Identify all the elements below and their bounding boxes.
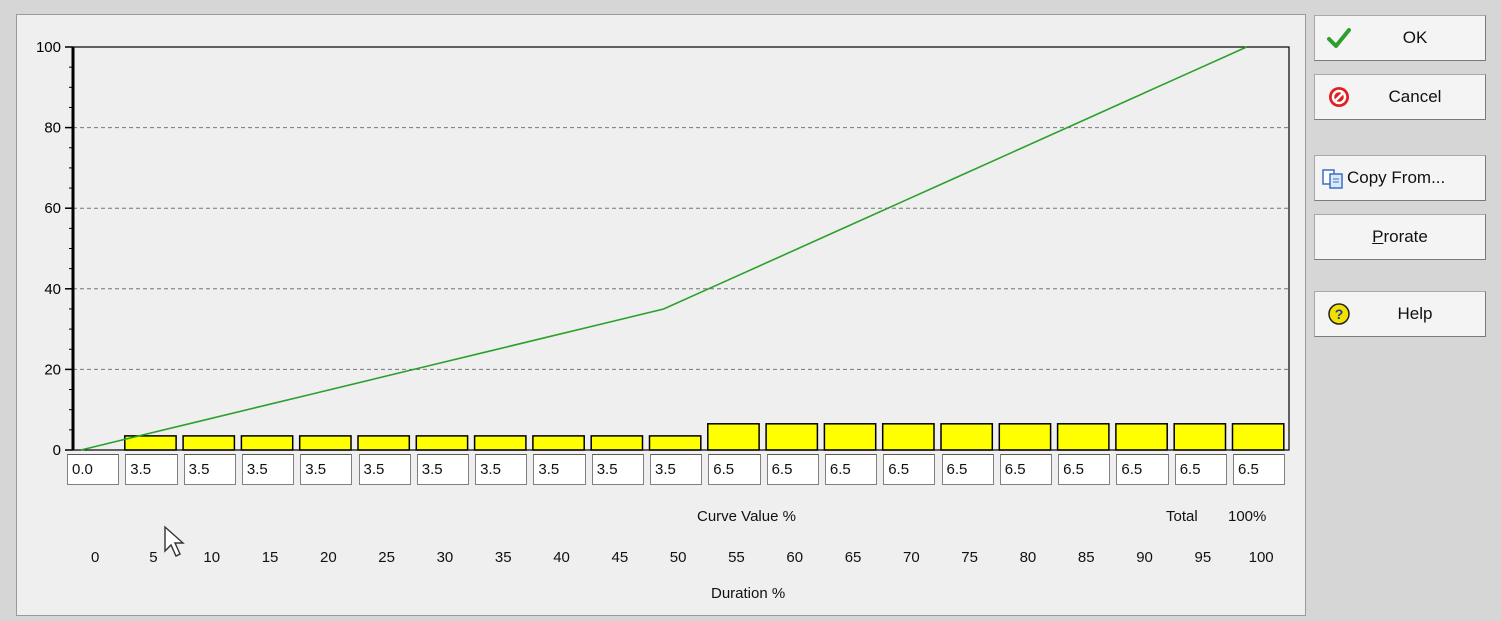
curve-value-input-50[interactable] bbox=[650, 454, 703, 485]
ok-button[interactable]: OK bbox=[1314, 15, 1486, 61]
bar-40 bbox=[532, 435, 585, 451]
bar-60 bbox=[765, 423, 819, 451]
gridlines bbox=[73, 127, 1289, 370]
svg-text:?: ? bbox=[1335, 306, 1344, 322]
duration-tick-label: 15 bbox=[261, 549, 279, 566]
bar-85 bbox=[1056, 423, 1110, 451]
y-tick-label: 0 bbox=[53, 442, 61, 459]
curve-panel bbox=[16, 14, 1306, 616]
help-icon: ? bbox=[1327, 302, 1351, 326]
ok-label: OK bbox=[1402, 28, 1428, 47]
bar-30 bbox=[415, 435, 469, 451]
y-tick-label: 60 bbox=[44, 200, 61, 217]
duration-tick-label: 90 bbox=[1136, 549, 1153, 566]
duration-tick-label: 70 bbox=[903, 549, 920, 566]
total-caption: Total bbox=[1166, 508, 1198, 525]
y-tick-label: 20 bbox=[44, 361, 61, 378]
duration-tick-label: 95 bbox=[1194, 549, 1212, 566]
y-axis: 0 20 40 60 80 100 bbox=[36, 39, 73, 459]
duration-tick-label: 75 bbox=[961, 549, 978, 566]
help-button[interactable]: ? Help bbox=[1314, 291, 1486, 337]
curve-value-input-40[interactable] bbox=[533, 454, 586, 485]
prorate-label: Prorate bbox=[1372, 227, 1428, 246]
bar-100 bbox=[1231, 423, 1285, 451]
help-label: Help bbox=[1397, 304, 1433, 323]
bar-70 bbox=[881, 423, 935, 451]
curve-value-input-10[interactable] bbox=[183, 454, 236, 485]
duration-tick-label: 65 bbox=[844, 549, 862, 566]
curve-value-input-85[interactable] bbox=[1058, 454, 1111, 485]
copy-from-label: Copy From... bbox=[1347, 168, 1446, 187]
curve-value-input-25[interactable] bbox=[358, 454, 411, 485]
duration-tick-label: 45 bbox=[611, 549, 629, 566]
curve-value-input-70[interactable] bbox=[883, 454, 936, 485]
prorate-button[interactable]: Prorate bbox=[1314, 214, 1486, 260]
duration-tick-label: 0 bbox=[90, 549, 100, 566]
bar-65 bbox=[823, 423, 877, 451]
duration-tick-label: 30 bbox=[436, 549, 454, 566]
duration-tick-label: 85 bbox=[1077, 549, 1095, 566]
curve-value-input-55[interactable] bbox=[708, 454, 761, 485]
curve-value-input-35[interactable] bbox=[475, 454, 528, 485]
curve-value-input-0[interactable] bbox=[67, 454, 120, 485]
cancel-button[interactable]: Cancel bbox=[1314, 74, 1486, 120]
curve-value-input-45[interactable] bbox=[591, 454, 644, 485]
bar-series bbox=[124, 423, 1285, 451]
y-tick-label: 40 bbox=[44, 281, 61, 298]
bar-35 bbox=[473, 435, 527, 451]
duration-tick-label: 40 bbox=[553, 549, 570, 566]
curve-value-input-5[interactable] bbox=[125, 454, 178, 485]
bar-15 bbox=[240, 435, 294, 451]
duration-tick-label: 35 bbox=[494, 549, 512, 566]
curve-value-input-80[interactable] bbox=[999, 454, 1053, 485]
cancel-icon bbox=[1327, 85, 1351, 109]
bar-95 bbox=[1173, 423, 1227, 451]
duration-tick-label: 100 bbox=[1248, 549, 1274, 566]
bar-20 bbox=[298, 435, 352, 451]
curve-value-input-65[interactable] bbox=[824, 454, 878, 485]
curve-value-input-15[interactable] bbox=[241, 454, 295, 485]
duration-tick-label: 55 bbox=[728, 549, 745, 566]
curve-value-input-30[interactable] bbox=[416, 454, 470, 485]
bar-55 bbox=[707, 423, 760, 451]
bar-10 bbox=[182, 435, 236, 451]
checkmark-icon bbox=[1327, 26, 1351, 50]
y-tick-label: 100 bbox=[36, 39, 61, 56]
bar-50 bbox=[648, 435, 702, 451]
duration-tick-label: 60 bbox=[786, 549, 804, 566]
curve-value-input-20[interactable] bbox=[300, 454, 353, 485]
duration-caption: Duration % bbox=[711, 585, 786, 602]
cancel-label: Cancel bbox=[1388, 87, 1442, 106]
curve-value-input-60[interactable] bbox=[766, 454, 819, 485]
y-tick-label: 80 bbox=[44, 120, 61, 137]
bar-90 bbox=[1115, 423, 1168, 451]
bar-45 bbox=[590, 435, 644, 451]
bar-75 bbox=[940, 423, 994, 451]
copy-icon bbox=[1321, 166, 1345, 190]
duration-tick-label: 20 bbox=[320, 549, 337, 566]
duration-tick-label: 25 bbox=[378, 549, 395, 566]
duration-tick-label: 50 bbox=[669, 549, 687, 566]
cumulative-curve-line bbox=[80, 46, 1247, 451]
curve-value-input-95[interactable] bbox=[1174, 454, 1227, 485]
duration-tick-label: 5 bbox=[149, 549, 158, 566]
mouse-pointer-icon bbox=[164, 525, 185, 557]
curve-value-caption: Curve Value % bbox=[697, 508, 796, 525]
duration-tick-label: 10 bbox=[203, 549, 221, 566]
curve-value-input-100[interactable] bbox=[1233, 454, 1286, 485]
total-value: 100% bbox=[1228, 508, 1267, 525]
curve-value-input-75[interactable] bbox=[941, 454, 994, 485]
bar-25 bbox=[357, 435, 411, 451]
duration-tick-label: 80 bbox=[1019, 549, 1037, 566]
copy-from-button[interactable]: Copy From... bbox=[1314, 155, 1486, 201]
bar-80 bbox=[998, 423, 1052, 451]
plot-frame bbox=[72, 46, 1290, 451]
curve-value-input-90[interactable] bbox=[1116, 454, 1169, 485]
